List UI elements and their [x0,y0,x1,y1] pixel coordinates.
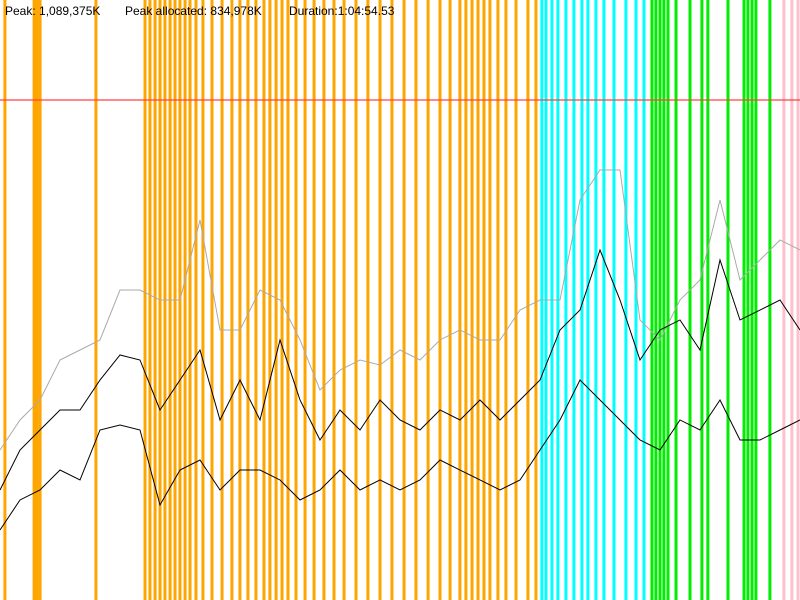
gc-event [768,0,772,600]
gc-event [274,0,278,600]
gc-event [32,0,36,600]
peak-text: Peak: 1,089,375K [5,4,100,18]
gc-event [750,0,754,600]
gc-event [342,0,346,600]
gc-event [303,0,307,600]
gc-event [238,0,242,600]
gc-event [38,0,42,600]
gc-event [504,0,508,600]
gc-event [534,0,538,600]
gc-event [464,0,468,600]
lines [0,99,800,531]
gc-event [332,0,336,600]
gc-event [742,0,746,600]
gc-event [143,0,147,600]
series-line [0,248,800,491]
gc-event [230,0,234,600]
gc-event [148,0,152,600]
gc-event [580,0,584,600]
gc-event [188,0,192,600]
gc-event [572,0,576,600]
gc-event [488,0,492,600]
gc-event [482,0,486,600]
gc-event [564,0,568,600]
gc-event [666,0,670,600]
header: Peak: 1,089,375K Peak allocated: 834,978… [5,4,395,18]
gc-event [210,0,214,600]
gc-event [496,0,500,600]
gc-event [262,0,266,600]
gc-event [662,0,666,600]
gc-event [414,0,418,600]
gc-event [526,0,530,600]
gc-event [194,0,198,600]
gc-event [470,0,474,600]
gc-event [280,0,284,600]
gc-event [366,0,370,600]
gc-event [402,0,406,600]
peak-allocated-text: Peak allocated: 834,978K [125,4,262,18]
gc-event [790,0,794,600]
gc-event [458,0,462,600]
gc-event [594,0,598,600]
gc-event [654,0,658,600]
gc-event [688,0,692,600]
gc-event [378,0,382,600]
events [3,0,800,600]
gc-event [782,0,786,600]
gc-event [294,0,298,600]
gc-event [634,0,638,600]
gc-event [35,0,39,600]
gc-event [706,0,710,600]
gc-event [624,0,628,600]
series-line [0,379,800,531]
gc-event [726,0,730,600]
gc-event [448,0,452,600]
gc-event [642,0,646,600]
gc-event [426,0,430,600]
gc-event [201,0,205,600]
gc-event [183,0,187,600]
gc-event [746,0,750,600]
gc-event [254,0,258,600]
gc-event [586,0,590,600]
gc-event [286,0,290,600]
gc-event [153,0,157,600]
gc-event [438,0,442,600]
gc-event [650,0,654,600]
gc-event [3,0,7,600]
gc-event [312,0,316,600]
gc-event [754,0,758,600]
gc-event [220,0,224,600]
gc-event [796,0,800,600]
gc-event [390,0,394,600]
gc-event [612,0,616,600]
gc-event [354,0,358,600]
duration-text: Duration:1:04:54.53 [289,4,395,18]
series-line [0,169,800,451]
gc-event [658,0,662,600]
gc-event [246,0,250,600]
gc-event [700,0,704,600]
gc-event [674,0,678,600]
gc-event [514,0,518,600]
gc-event [268,0,272,600]
gc-event [476,0,480,600]
gc-event [602,0,606,600]
gc-event [94,0,98,600]
gc-event [322,0,326,600]
